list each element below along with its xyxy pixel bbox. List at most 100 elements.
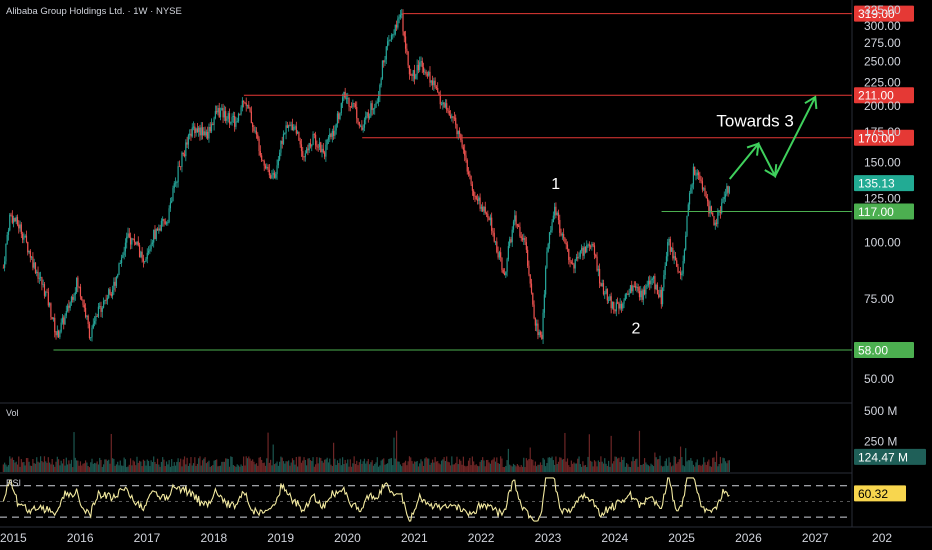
volume-bar [189,463,191,472]
volume-bar [474,465,476,472]
rsi-last-label: 60.32 [858,487,888,501]
candle-body [401,13,403,15]
volume-bar [109,463,111,472]
candle-body [460,133,462,141]
last-price-label: 135.13 [858,177,895,191]
volume-bar [608,460,610,472]
volume-bar [128,464,130,472]
candle-body [45,291,47,296]
volume-bar [703,457,705,472]
candle-body [253,126,255,132]
candle-body [219,110,222,118]
volume-bar [46,462,48,472]
x-tick-label: 2026 [735,531,762,545]
candle-body [144,261,146,262]
volume-bar [2,464,4,472]
candle-body [5,243,7,262]
volume-bar [514,465,516,472]
candle-body [196,128,198,132]
volume-bar [295,456,297,472]
volume-bar [23,461,25,472]
volume-bar [523,457,525,472]
volume-bar [461,464,463,472]
candle-body [565,242,567,245]
candle-body [191,127,193,137]
candle-body [690,187,692,194]
candle-body [169,202,171,209]
volume-bar [92,463,94,472]
volume-bar [719,456,722,472]
volume-bar [55,461,57,472]
candle-body [208,126,210,139]
volume-bar [294,464,296,472]
volume-bar [511,466,513,472]
volume-last-badge [854,448,926,465]
candle-body [687,204,689,216]
volume-bar [599,462,601,472]
volume-bar [615,456,617,472]
level-badge-label-170.00: 170.00 [858,131,895,145]
volume-bar [412,463,414,472]
candle-body [198,127,200,132]
candle-body [446,103,448,110]
candle-body [140,251,142,257]
volume-bar [249,458,251,472]
candle-body [524,237,526,243]
candle-body [375,102,377,108]
candle-body [448,111,450,116]
candle-body [673,256,675,259]
candle-body [361,125,363,130]
volume-bar [560,457,562,472]
candle-body [160,220,163,231]
volume-bar [86,462,88,472]
volume-bar [466,465,468,472]
price-tick-label: 75.00 [864,292,894,306]
volume-bar [258,457,260,472]
candle-body [11,215,13,223]
chart-title: Alibaba Group Holdings Ltd. · 1W · NYSE [6,6,182,17]
candle-body [600,283,602,287]
candle-body [138,245,141,257]
volume-bar [308,458,310,472]
volume-bar [721,463,723,472]
candle-body [430,80,432,83]
candle-body [532,292,534,305]
candle-body [164,221,166,224]
volume-bar [622,459,624,472]
volume-bar [42,462,44,472]
volume-bar [627,464,629,472]
volume-bar [163,459,165,472]
candle-body [494,241,497,243]
volume-bar [14,462,16,472]
volume-bar [661,466,664,472]
candle-body [70,297,73,303]
volume-bar [204,457,206,472]
candle-body [471,184,473,191]
volume-bar [377,466,380,472]
volume-bar [655,457,657,472]
candle-body [717,210,719,224]
volume-bar [205,463,207,472]
volume-bar [565,461,567,472]
volume-bar [519,467,521,472]
volume-bar [153,456,155,472]
volume-bar [341,457,344,472]
volume-bar [404,460,407,472]
volume-bar [677,461,679,472]
candle-body [99,306,101,307]
volume-bar [395,430,398,472]
candle-body [240,107,242,115]
candle-body [679,272,682,276]
volume-bar [442,459,444,472]
candle-body [636,286,638,288]
candle-body [333,130,335,136]
candle-body [656,284,659,295]
candle-body [214,111,216,118]
candle-body [611,301,614,309]
candle-body [357,118,359,122]
candle-body [563,234,565,238]
volume-bar [212,465,214,472]
candle-body [203,131,205,136]
volume-bar [326,457,328,472]
